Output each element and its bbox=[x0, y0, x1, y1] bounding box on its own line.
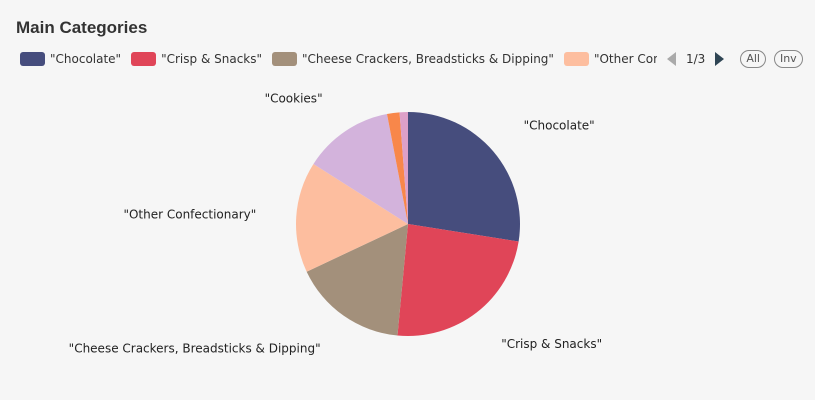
pie-slice-small-6[interactable] bbox=[399, 112, 408, 224]
select-all-button[interactable]: All bbox=[740, 50, 766, 68]
legend-pager: 1/3 All Inv bbox=[667, 50, 803, 68]
slice-label: "Chocolate" bbox=[524, 118, 595, 132]
legend-swatch bbox=[563, 52, 589, 66]
legend-swatch bbox=[131, 52, 157, 66]
legend-label: "Crisp & Snacks" bbox=[161, 52, 263, 66]
slice-label: "Cookies" bbox=[265, 91, 323, 105]
prev-page-icon[interactable] bbox=[667, 52, 676, 66]
legend-swatch bbox=[272, 52, 298, 66]
chart-title: Main Categories bbox=[16, 18, 148, 37]
legend-item-crisp-snacks[interactable]: "Crisp & Snacks" bbox=[131, 52, 262, 66]
legend-label: "Other Confectionary" bbox=[593, 52, 657, 66]
legend-item-cheese-crackers[interactable]: "Cheese Crackers, Breadsticks & Dipping" bbox=[272, 52, 554, 66]
slice-label: "Other Confectionary" bbox=[123, 208, 256, 222]
legend-label: "Chocolate" bbox=[50, 52, 122, 66]
legend: "Chocolate" "Crisp & Snacks" "Cheese Cra… bbox=[20, 50, 803, 68]
pie-slice-other-confectionary[interactable] bbox=[296, 163, 408, 272]
pie-slice-chocolate[interactable] bbox=[408, 112, 520, 242]
legend-label: "Cheese Crackers, Breadsticks & Dipping" bbox=[302, 52, 554, 66]
pie-slice-cookies[interactable] bbox=[313, 113, 408, 224]
legend-items: "Chocolate" "Crisp & Snacks" "Cheese Cra… bbox=[20, 52, 657, 66]
legend-item-chocolate[interactable]: "Chocolate" bbox=[20, 52, 121, 66]
legend-swatch bbox=[20, 52, 45, 66]
slice-label: "Cheese Crackers, Breadsticks & Dipping" bbox=[69, 341, 321, 355]
legend-item-other-confectionary[interactable]: "Other Confectionary" bbox=[563, 52, 657, 66]
pie-slice-cheese-crackers-breadsticks-dipping[interactable] bbox=[306, 224, 408, 336]
invert-selection-button[interactable]: Inv bbox=[773, 50, 803, 68]
pie-slice-small-5[interactable] bbox=[387, 112, 408, 224]
slice-label: "Crisp & Snacks" bbox=[501, 337, 602, 351]
next-page-icon[interactable] bbox=[715, 52, 725, 66]
pie-slice-crisp-snacks[interactable] bbox=[397, 224, 519, 336]
legend-page-info: 1/3 bbox=[686, 52, 706, 66]
